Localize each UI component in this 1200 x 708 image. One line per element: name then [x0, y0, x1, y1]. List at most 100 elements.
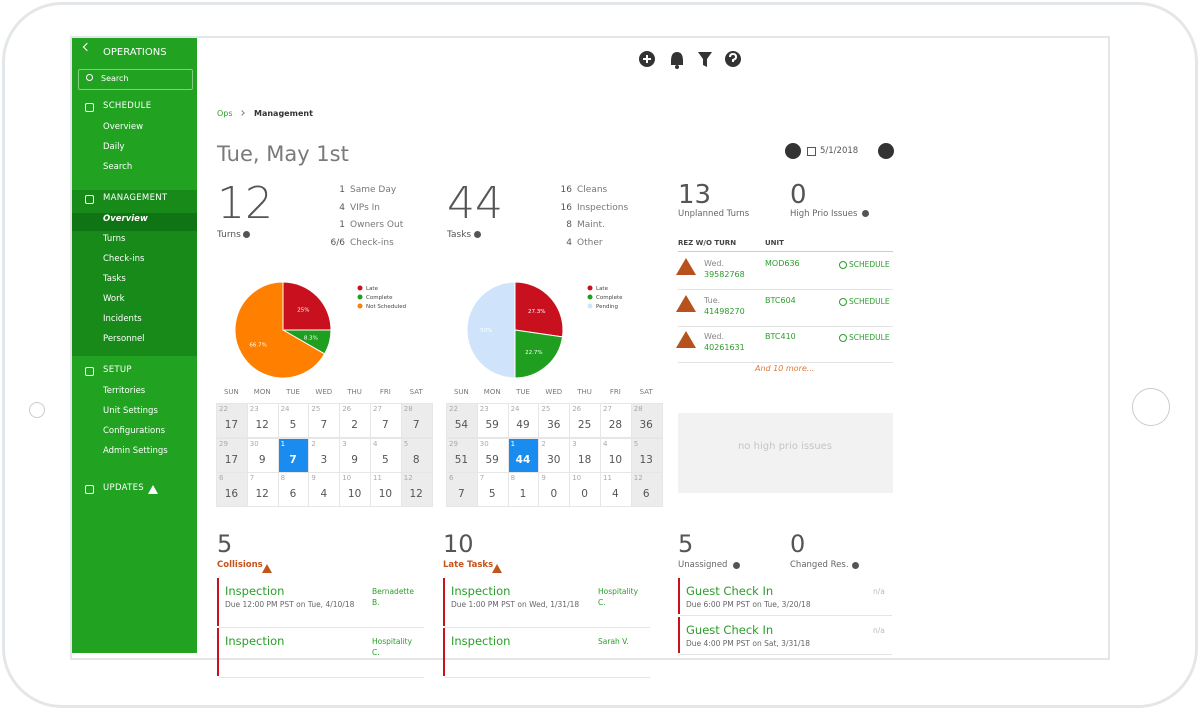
calendar-day[interactable]	[400, 437, 433, 473]
item-title[interactable]: Inspection	[451, 584, 511, 598]
row-rule	[678, 325, 893, 327]
row-count: 4	[339, 202, 345, 213]
row-count: 16	[560, 185, 572, 195]
nav-item[interactable]: Work	[103, 294, 125, 304]
day-date: 10	[342, 474, 352, 482]
unit[interactable]: MOD636	[765, 259, 800, 268]
nav-item[interactable]: Configurations	[103, 426, 166, 436]
day-date: 27	[373, 405, 382, 413]
calendar-day[interactable]	[446, 437, 478, 473]
day-date: 12	[403, 474, 413, 482]
prev-date[interactable]	[785, 143, 801, 159]
weekday: SUN	[453, 388, 469, 396]
calendar-day[interactable]	[277, 472, 310, 507]
calendar-day[interactable]	[370, 472, 402, 507]
nav-item[interactable]: Personnel	[103, 334, 145, 344]
filter-icon[interactable]	[698, 52, 712, 67]
calendar-day[interactable]	[569, 437, 601, 473]
nav-item[interactable]: Admin Settings	[103, 446, 168, 456]
stat-label: Turns	[217, 230, 241, 240]
calendar-day[interactable]	[476, 472, 509, 507]
calendar-day[interactable]	[400, 472, 433, 507]
rez-id[interactable]: 41498270	[704, 306, 745, 316]
item-title[interactable]: Inspection	[225, 634, 285, 648]
item-title[interactable]: Guest Check In	[686, 584, 774, 598]
schedule-action[interactable]: SCHEDULE	[849, 260, 890, 269]
nav-item[interactable]: Territories	[103, 386, 146, 396]
schedule-action[interactable]: SCHEDULE	[849, 296, 890, 306]
empty-box	[678, 413, 893, 493]
section-label[interactable]: MANAGEMENT	[103, 193, 168, 203]
calendar-day[interactable]	[370, 437, 402, 473]
day-date: 12	[633, 474, 643, 482]
day-count: 3	[320, 453, 328, 466]
row-count: 16	[560, 202, 572, 213]
item-rule	[219, 627, 424, 628]
nav-item[interactable]: Turns	[103, 234, 126, 244]
calendar-day[interactable]	[216, 472, 248, 507]
row-day: Wed.	[704, 259, 724, 268]
bell-icon[interactable]	[671, 52, 683, 69]
calendar-day[interactable]	[630, 403, 663, 438]
next-date[interactable]	[878, 143, 894, 159]
stat-label: Late Tasks	[443, 560, 494, 570]
calendar-day[interactable]	[370, 403, 402, 438]
row-label: Cleans	[577, 185, 608, 195]
row-label: Inspections	[577, 202, 629, 213]
add-icon[interactable]	[639, 51, 655, 67]
row-rule	[678, 289, 893, 290]
calendar-day[interactable]	[246, 437, 279, 473]
pie-chart: 27.3% 22.7% 50% Late Complete Pending	[466, 281, 623, 379]
row-label: Owners Out	[350, 220, 404, 230]
schedule-icon	[839, 297, 847, 306]
rez-id[interactable]: 40261631	[704, 343, 745, 352]
weekday: SAT	[639, 388, 653, 396]
day-date: 27	[603, 405, 612, 413]
calendar-day[interactable]	[507, 437, 540, 473]
section-icon	[85, 195, 94, 204]
day-count: 36	[639, 419, 653, 431]
schedule-icon	[839, 261, 847, 269]
search-input[interactable]: Search	[101, 74, 129, 83]
day-count: 51	[454, 453, 469, 466]
item-bar	[678, 617, 680, 653]
nav-item[interactable]: Incidents	[103, 314, 142, 324]
col-head: REZ W/O TURN	[678, 239, 737, 247]
rez-id[interactable]: 39582768	[704, 270, 745, 279]
calendar-day[interactable]	[507, 472, 540, 507]
info-icon	[733, 562, 740, 569]
unit[interactable]: BTC604	[765, 295, 796, 305]
breadcrumb[interactable]: Ops	[217, 109, 233, 118]
nav-item[interactable]: Overview	[103, 214, 148, 224]
legend-swatch	[357, 285, 363, 291]
calendar-day[interactable]	[538, 403, 571, 438]
item-title[interactable]: Guest Check In	[686, 623, 774, 637]
item-title[interactable]: Inspection	[451, 634, 511, 648]
nav-item[interactable]: Overview	[103, 122, 144, 132]
schedule-action[interactable]: SCHEDULE	[849, 333, 890, 342]
section-label[interactable]: SCHEDULE	[103, 101, 152, 111]
section-label[interactable]: UPDATES	[103, 483, 144, 493]
nav-item[interactable]: Unit Settings	[103, 406, 158, 416]
nav-item[interactable]: Tasks	[103, 274, 126, 284]
calendar-day[interactable]	[400, 403, 433, 438]
item-title[interactable]: Inspection	[225, 584, 285, 598]
calendar-day[interactable]	[246, 472, 279, 507]
nav-item[interactable]: Check-ins	[103, 254, 145, 264]
calendar-day[interactable]	[308, 437, 341, 473]
section-label[interactable]: SETUP	[103, 365, 132, 375]
calendar-day[interactable]	[339, 472, 371, 507]
more-link[interactable]: And 10 more...	[755, 364, 815, 373]
calendar-day[interactable]	[339, 403, 371, 438]
day-count: 6	[289, 488, 297, 500]
calendar-day[interactable]	[569, 472, 601, 507]
calendar-day[interactable]	[277, 437, 310, 473]
unit[interactable]: BTC410	[765, 332, 796, 341]
nav-item[interactable]: Daily	[103, 142, 125, 152]
day-date: 30	[479, 439, 489, 448]
item-rule	[219, 677, 424, 678]
nav-item[interactable]: Search	[103, 162, 133, 172]
calendar-day[interactable]	[630, 472, 663, 507]
calendar-day[interactable]	[339, 437, 371, 473]
help-icon[interactable]	[725, 51, 741, 67]
